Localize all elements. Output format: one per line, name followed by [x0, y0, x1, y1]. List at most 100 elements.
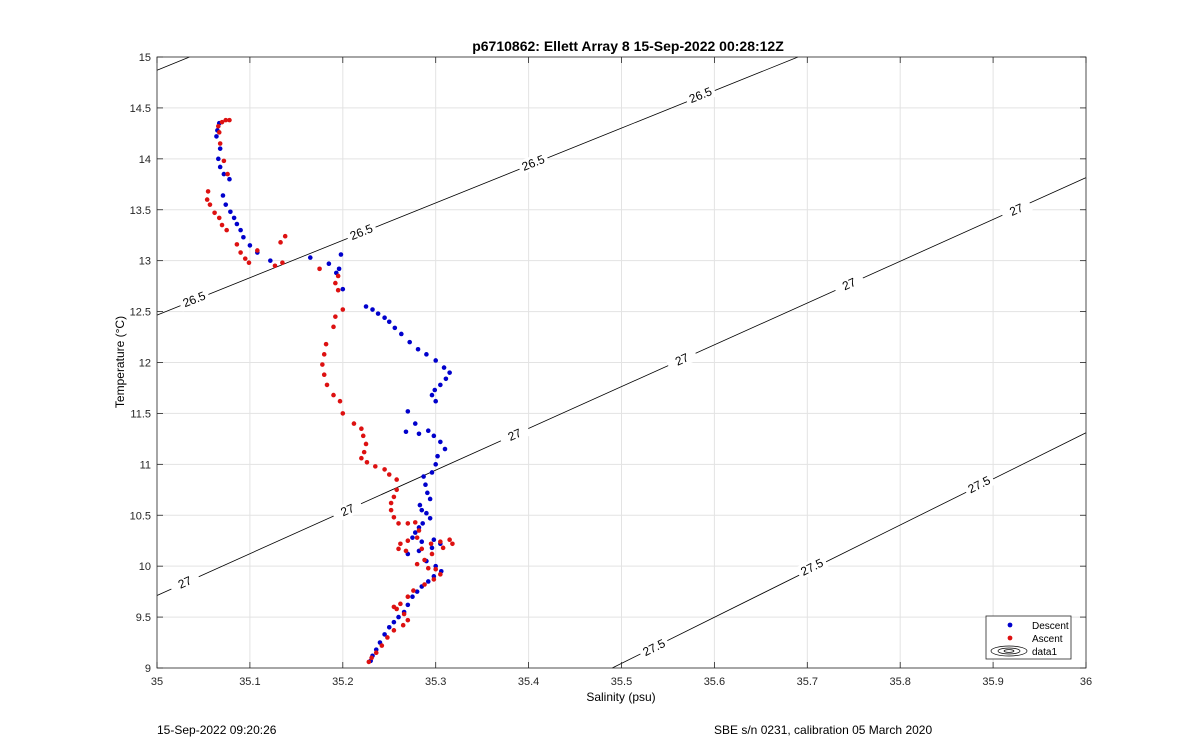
ascent-point: [321, 372, 327, 378]
descent-point: [241, 234, 246, 240]
descent-point: [427, 496, 433, 502]
isopycnal-label: 27: [665, 346, 699, 372]
ascent-point: [438, 572, 443, 577]
descent-point: [438, 382, 443, 388]
isopycnal-label-bg: [344, 220, 378, 245]
descent-point: [227, 176, 232, 182]
descent-point: [441, 365, 447, 370]
isopycnal-label-text: 27: [338, 501, 356, 519]
descent-point: [382, 315, 387, 320]
descent-point: [217, 146, 223, 151]
isopycnal-label-text: 27: [176, 573, 194, 591]
ascent-point: [382, 467, 387, 472]
ascent-point: [324, 382, 330, 388]
ascent-point: [359, 455, 364, 461]
ascent-point: [422, 557, 427, 563]
descent-point: [217, 164, 223, 170]
ascent-point: [405, 617, 411, 623]
isopycnal-label-text: 27: [673, 350, 691, 368]
legend-box: [985, 615, 1072, 660]
descent-point: [399, 331, 404, 337]
ascent-point: [223, 117, 229, 123]
y-tick-label: 11: [140, 459, 151, 471]
descent-point: [410, 594, 415, 600]
descent-point: [412, 530, 418, 535]
ascent-point: [414, 535, 420, 540]
ascent-point: [216, 130, 222, 135]
axis-ticks: 35 35.1 35.2 35.3 35.4 35.5 35.6 35.7 35.8 35.9 36…: [130, 52, 1093, 688]
ascent-point: [396, 521, 401, 526]
ascent-point: [335, 273, 341, 279]
descent-point: [410, 535, 415, 540]
ascent-point: [272, 263, 278, 269]
ascent-point: [364, 459, 370, 465]
y-tick-label: 13.5: [130, 205, 151, 217]
y-tick-label: 10.5: [130, 510, 151, 522]
descent-point: [375, 311, 381, 316]
ascent-point: [234, 242, 240, 247]
footer-timestamp: 15-Sep-2022 09:20:26: [157, 723, 277, 737]
isopycnal-label-bg: [795, 554, 829, 581]
descent-point: [407, 339, 412, 345]
descent-point: [421, 474, 426, 479]
isopycnal-line: [156, 56, 190, 71]
ascent-point: [351, 421, 357, 426]
ascent-point: [394, 606, 399, 612]
legend: Descent Ascent data1: [985, 615, 1072, 660]
ascent-point: [204, 197, 210, 202]
ascent-point: [405, 594, 411, 600]
legend-descent-marker: [1007, 622, 1013, 628]
ascent-point: [405, 521, 411, 526]
ascent-point: [373, 464, 378, 469]
ascent-point: [398, 601, 403, 607]
descent-point: [423, 482, 428, 488]
descent-point: [234, 221, 240, 227]
descent-point: [442, 446, 448, 452]
ascent-point: [317, 266, 322, 272]
ascent-point: [216, 215, 222, 221]
descent-point: [424, 510, 429, 516]
isopycnal-line: [156, 177, 1087, 596]
x-axis-label: Salinity (psu): [586, 690, 655, 704]
isopycnal-label-bg: [498, 422, 532, 448]
descent-point: [268, 258, 273, 263]
descent-point: [386, 319, 392, 325]
isopycnal-label-text: 27: [506, 426, 524, 444]
descent-point: [414, 589, 420, 594]
descent-point: [247, 243, 253, 248]
descent-point: [214, 134, 219, 139]
ascent-point: [388, 500, 394, 506]
isopycnal-label: 27: [498, 422, 532, 448]
descent-point: [438, 439, 443, 445]
x-tick-label: 35.3: [425, 676, 446, 688]
descent-point: [221, 171, 227, 177]
ascent-point: [398, 541, 403, 547]
ascent-point: [255, 248, 260, 253]
x-tick-label: 35.4: [518, 676, 539, 688]
ascent-point: [414, 561, 420, 567]
ascent-point: [280, 260, 285, 266]
isopycnal-label-bg: [177, 287, 211, 312]
ascent-point: [219, 119, 225, 125]
x-tick-label: 35.6: [704, 676, 725, 688]
ascent-point: [366, 659, 372, 665]
legend-contour-icon: [990, 645, 1028, 657]
ascent-point: [333, 280, 338, 286]
descent-point: [412, 421, 418, 426]
descent-point: [216, 156, 221, 162]
ascent-point: [431, 577, 437, 582]
isopycnal-label-bg: [665, 346, 699, 372]
descent-point: [340, 286, 346, 292]
ascent-point: [242, 256, 248, 261]
y-tick-label: 14.5: [130, 103, 151, 115]
footer-calibration: SBE s/n 0231, calibration 05 March 2020: [714, 723, 933, 737]
ascent-point: [224, 227, 229, 233]
isopycnal-label-bg: [168, 569, 202, 595]
ascent-point: [361, 449, 367, 455]
descent-point: [391, 619, 397, 625]
descent-point: [419, 539, 425, 545]
descent-point: [338, 252, 344, 257]
y-tick-label: 10: [139, 561, 151, 573]
ascent-point: [401, 611, 407, 617]
descent-point: [238, 227, 243, 233]
